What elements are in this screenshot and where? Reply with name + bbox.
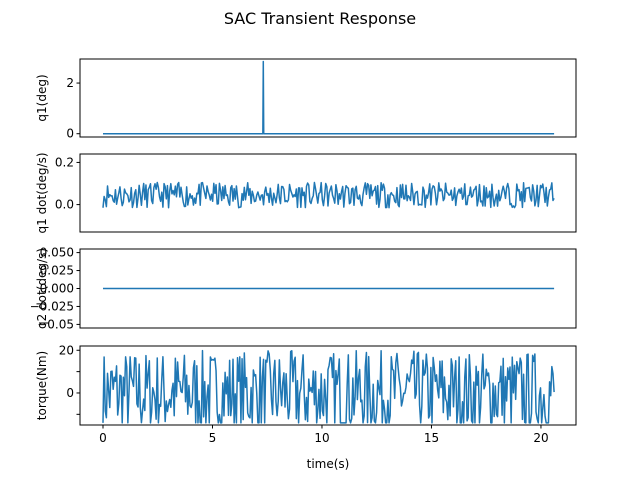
y-tick-label-q1dot: 0.2 xyxy=(55,155,74,169)
y-tick-label-q2dot: −0.05 xyxy=(37,317,74,331)
y-tick-label-q2dot: 0.000 xyxy=(40,282,74,296)
x-axis-label: time(s) xyxy=(307,457,350,471)
y-axis-label-q1: q1(deg) xyxy=(35,74,49,121)
x-tick-label: 20 xyxy=(533,431,548,445)
y-tick-label-torque: 0 xyxy=(66,386,74,400)
axes-frame-torque xyxy=(79,345,577,426)
y-tick-label-q1: 2 xyxy=(66,76,74,90)
y-tick-label-q2dot: 0.025 xyxy=(40,264,74,278)
subplot-panels: 0 2 q1(deg) 0.0 0.2 q1 dot(deg/s) −0.05 −0.025 0… xyxy=(30,58,577,445)
y-axis-label-q1dot: q1 dot(deg/s) xyxy=(35,152,49,233)
subplot-q1dot: 0.0 0.2 q1 dot(deg/s) xyxy=(35,152,577,234)
series-line-q1dot xyxy=(102,181,555,209)
x-tick-label: 10 xyxy=(314,431,329,445)
series-line-q1 xyxy=(102,60,555,135)
x-tick-label: 0 xyxy=(99,431,107,445)
y-axis-label-torque: torque(Nm) xyxy=(35,351,49,420)
axes-frame-q1 xyxy=(79,58,577,138)
subplot-q1: 0 2 q1(deg) xyxy=(35,58,577,141)
y-tick-label-q1dot: 0.0 xyxy=(55,198,74,212)
chart-title: SAC Transient Response xyxy=(224,9,416,28)
x-tick-label: 15 xyxy=(424,431,439,445)
subplot-torque: 0 20 0 5 10 15 20 torque(Nm) xyxy=(35,343,577,445)
x-tick-label: 5 xyxy=(209,431,217,445)
y-tick-label-torque: 20 xyxy=(59,343,74,357)
y-axis-label-q2dot: q2 dot(deg/s) xyxy=(35,248,49,329)
y-tick-label-q1: 0 xyxy=(66,127,74,141)
axes-frame-q1dot xyxy=(79,153,577,233)
y-tick-label-q2dot: −0.025 xyxy=(30,299,74,313)
y-tick-label-q2dot: 0.050 xyxy=(40,246,74,260)
series-line-torque xyxy=(102,349,555,424)
